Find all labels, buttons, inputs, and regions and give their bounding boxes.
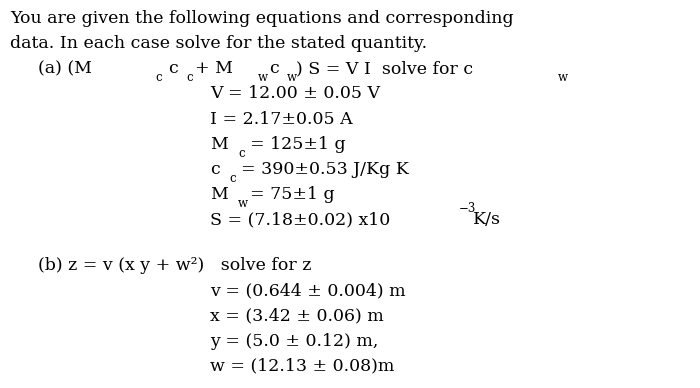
Text: w: w (258, 71, 268, 84)
Text: c: c (210, 161, 220, 178)
Text: c: c (270, 60, 279, 77)
Text: c: c (168, 60, 178, 77)
Text: data. In each case solve for the stated quantity.: data. In each case solve for the stated … (10, 35, 428, 52)
Text: w: w (558, 71, 568, 84)
Text: w: w (287, 71, 297, 84)
Text: You are given the following equations and corresponding: You are given the following equations an… (10, 10, 514, 27)
Text: c: c (238, 147, 244, 160)
Text: x = (3.42 ± 0.06) m: x = (3.42 ± 0.06) m (210, 307, 384, 324)
Text: c: c (186, 71, 193, 84)
Text: + M: + M (195, 60, 232, 77)
Text: w: w (238, 197, 248, 210)
Text: y = (5.0 ± 0.12) m,: y = (5.0 ± 0.12) m, (210, 333, 379, 350)
Text: = 390±0.53 J/Kg K: = 390±0.53 J/Kg K (241, 161, 410, 178)
Text: M: M (210, 136, 228, 153)
Text: K/s: K/s (473, 211, 501, 229)
Text: (b) z = v (x y + w²)   solve for z: (b) z = v (x y + w²) solve for z (38, 257, 312, 274)
Text: V = 12.00 ± 0.05 V: V = 12.00 ± 0.05 V (210, 85, 380, 102)
Text: = 75±1 g: = 75±1 g (250, 186, 335, 203)
Text: (a) (M: (a) (M (38, 60, 92, 77)
Text: w = (12.13 ± 0.08)m: w = (12.13 ± 0.08)m (210, 358, 394, 375)
Text: S = (7.18±0.02) x10: S = (7.18±0.02) x10 (210, 211, 391, 229)
Text: ) S = V I  solve for c: ) S = V I solve for c (296, 60, 473, 77)
Text: v = (0.644 ± 0.004) m: v = (0.644 ± 0.004) m (210, 282, 405, 299)
Text: = 125±1 g: = 125±1 g (250, 136, 346, 153)
Text: M: M (210, 186, 228, 203)
Text: −3: −3 (459, 202, 477, 215)
Text: I = 2.17±0.05 A: I = 2.17±0.05 A (210, 111, 353, 128)
Text: c: c (155, 71, 162, 84)
Text: c: c (230, 172, 236, 185)
